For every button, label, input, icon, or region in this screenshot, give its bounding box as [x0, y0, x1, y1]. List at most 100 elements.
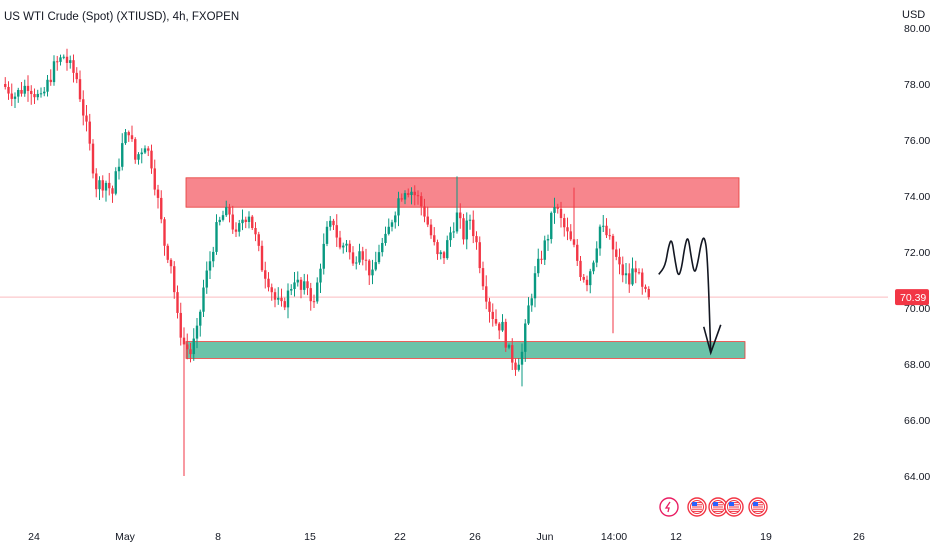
candle-body — [293, 282, 296, 290]
candle-body — [563, 218, 566, 228]
candle-body — [264, 270, 267, 279]
candle-body — [543, 240, 546, 260]
candle-body — [267, 278, 270, 288]
candle-body — [637, 272, 641, 274]
candle-body — [592, 262, 595, 272]
candle-body — [247, 216, 251, 222]
candle-body — [546, 239, 550, 241]
candle-body — [72, 60, 75, 73]
candle-body — [88, 121, 91, 144]
candle-body — [4, 84, 7, 87]
price-tick-label: 78.00 — [904, 79, 930, 91]
candle-body — [624, 273, 628, 276]
candle-body — [277, 297, 280, 300]
candle-body — [212, 251, 215, 262]
candle-body — [621, 264, 624, 276]
candle-body — [65, 56, 69, 63]
candle-body — [342, 245, 345, 248]
candle-body — [517, 364, 520, 370]
time-axis[interactable]: 24 May 8 15 22 26 Jun 14:00 12 19 26 — [28, 531, 865, 543]
candle-body — [420, 196, 423, 207]
us-flag-icon — [708, 497, 728, 517]
candle-body — [156, 189, 160, 198]
candle-body — [585, 279, 589, 286]
candle-body — [296, 279, 299, 283]
candle-body — [608, 235, 611, 237]
candle-body — [527, 305, 530, 324]
candle-body — [634, 268, 637, 273]
candle-body — [130, 135, 134, 140]
candle-body — [137, 154, 140, 160]
candle-body — [179, 312, 182, 338]
candle-body — [491, 311, 494, 320]
candle-body — [550, 212, 553, 240]
candle-body — [611, 235, 615, 250]
price-tick-label: 72.00 — [904, 247, 930, 259]
candle-body — [104, 182, 108, 191]
candle-body — [553, 207, 556, 213]
candle-body — [199, 311, 202, 326]
resistance-zone — [185, 177, 740, 208]
candle-body — [114, 171, 117, 194]
candle-body — [186, 344, 189, 350]
candle-body — [595, 248, 598, 263]
candle-body — [290, 289, 293, 291]
candle-body — [387, 226, 390, 234]
candle-body — [166, 245, 169, 260]
candle-body — [241, 219, 244, 224]
candle-body — [589, 271, 592, 286]
candle-body — [218, 219, 221, 223]
price-tick-label: 80.00 — [904, 23, 930, 35]
candle-body — [403, 193, 407, 200]
candle-body — [361, 251, 364, 260]
candle-body — [394, 215, 397, 223]
candle-body — [52, 61, 56, 83]
candle-body — [641, 272, 644, 287]
candle-body — [459, 212, 462, 219]
candle-body — [433, 235, 436, 243]
candle-body — [559, 208, 563, 219]
candle-body — [530, 298, 533, 306]
currency-label[interactable]: USD — [902, 9, 926, 21]
candle-body — [108, 182, 111, 189]
candle-body — [329, 220, 332, 227]
candle-body — [322, 243, 325, 269]
candle-body — [182, 337, 186, 345]
candle-body — [478, 242, 481, 269]
candle-body — [238, 223, 241, 232]
candle-body — [46, 79, 49, 92]
candle-body — [134, 139, 137, 160]
candle-body — [439, 252, 442, 255]
candle-body — [507, 345, 511, 348]
candle-body — [335, 225, 338, 238]
candle-body — [176, 292, 179, 313]
candle-body — [316, 282, 319, 302]
candle-body — [537, 258, 540, 274]
price-tick-label: 70.00 — [904, 303, 930, 315]
candle-body — [306, 281, 309, 289]
candle-body — [234, 229, 238, 232]
candle-body — [511, 345, 514, 363]
candle-body — [579, 260, 582, 278]
time-tick-label: 22 — [394, 531, 406, 543]
candle-body — [368, 260, 371, 276]
candle-body — [501, 321, 504, 331]
candle-body — [95, 173, 98, 190]
candle-body — [173, 266, 176, 293]
candle-body — [332, 220, 335, 226]
candle-body — [494, 319, 498, 324]
candle-body — [13, 96, 17, 99]
candle-body — [520, 351, 524, 365]
candle-body — [303, 281, 306, 290]
candle-body — [615, 249, 618, 257]
candle-body — [101, 180, 104, 191]
candle-body — [647, 288, 650, 298]
price-axis[interactable]: 80.00 78.00 76.00 74.00 72.00 70.00 68.00 66.00… — [895, 23, 930, 483]
candle-body — [254, 228, 257, 235]
candle-body — [605, 225, 608, 236]
candle-body — [429, 224, 433, 236]
candle-body — [49, 79, 52, 83]
candle-body — [43, 91, 46, 94]
candle-body — [498, 323, 501, 331]
